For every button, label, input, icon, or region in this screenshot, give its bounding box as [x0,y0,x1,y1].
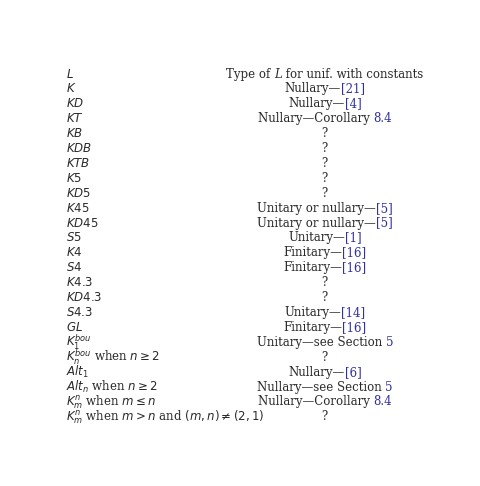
Text: Nullary—Corollary: Nullary—Corollary [257,112,372,125]
Text: $KD4.3$: $KD4.3$ [66,291,102,304]
Text: $KD45$: $KD45$ [66,217,98,229]
Text: Finitary—: Finitary— [283,261,341,274]
Text: for unif. with constants: for unif. with constants [281,68,422,81]
Text: $KTB$: $KTB$ [66,157,90,170]
Text: [16]: [16] [341,246,366,260]
Text: L: L [274,68,281,81]
Text: ?: ? [321,142,327,155]
Text: [14]: [14] [340,306,364,319]
Text: $S4.3$: $S4.3$ [66,306,93,319]
Text: ?: ? [321,276,327,289]
Text: ?: ? [321,127,327,140]
Text: Nullary—: Nullary— [284,83,340,95]
Text: [5]: [5] [375,217,392,229]
Text: $KT$: $KT$ [66,112,83,125]
Text: $KD$: $KD$ [66,97,84,110]
Text: Nullary—: Nullary— [288,97,344,110]
Text: $KD5$: $KD5$ [66,187,91,200]
Text: Finitary—: Finitary— [283,321,341,334]
Text: $KDB$: $KDB$ [66,142,92,155]
Text: [4]: [4] [344,97,360,110]
Text: [16]: [16] [341,321,366,334]
Text: Nullary—: Nullary— [288,365,344,379]
Text: ?: ? [321,172,327,185]
Text: ?: ? [321,351,327,364]
Text: Nullary—Corollary: Nullary—Corollary [257,396,372,408]
Text: [1]: [1] [344,231,361,244]
Text: [6]: [6] [344,365,360,379]
Text: $S4$: $S4$ [66,261,82,274]
Text: 8.4: 8.4 [372,112,391,125]
Text: [5]: [5] [375,202,392,215]
Text: $GL$: $GL$ [66,321,83,334]
Text: $Alt_n$ when $n \geq 2$: $Alt_n$ when $n \geq 2$ [66,379,157,395]
Text: $K5$: $K5$ [66,172,82,185]
Text: $K_m^n$ when $m \leq n$: $K_m^n$ when $m \leq n$ [66,393,156,411]
Text: $K_1^{bou}$: $K_1^{bou}$ [66,332,91,352]
Text: ?: ? [321,291,327,304]
Text: $L$: $L$ [66,68,73,81]
Text: $K_n^{bou}$ when $n \geq 2$: $K_n^{bou}$ when $n \geq 2$ [66,347,160,367]
Text: Unitary or nullary—: Unitary or nullary— [256,202,375,215]
Text: Type of: Type of [226,68,274,81]
Text: Unitary—: Unitary— [284,306,340,319]
Text: 8.4: 8.4 [372,396,391,408]
Text: ?: ? [321,187,327,200]
Text: $KB$: $KB$ [66,127,83,140]
Text: $S5$: $S5$ [66,231,82,244]
Text: Nullary—see Section: Nullary—see Section [256,381,384,394]
Text: ?: ? [321,410,327,423]
Text: Unitary—see Section: Unitary—see Section [256,336,385,349]
Text: $K_m^n$ when $m > n$ and $(m,n) \neq (2,1)$: $K_m^n$ when $m > n$ and $(m,n) \neq (2,… [66,408,264,426]
Text: $K$: $K$ [66,83,76,95]
Text: Finitary—: Finitary— [283,246,341,260]
Text: 5: 5 [384,381,392,394]
Text: Unitary or nullary—: Unitary or nullary— [256,217,375,229]
Text: 5: 5 [385,336,392,349]
Text: $Alt_1$: $Alt_1$ [66,364,88,380]
Text: [16]: [16] [341,261,366,274]
Text: ?: ? [321,157,327,170]
Text: [21]: [21] [340,83,364,95]
Text: $K4$: $K4$ [66,246,82,260]
Text: $K45$: $K45$ [66,202,89,215]
Text: $K4.3$: $K4.3$ [66,276,93,289]
Text: Unitary—: Unitary— [288,231,344,244]
